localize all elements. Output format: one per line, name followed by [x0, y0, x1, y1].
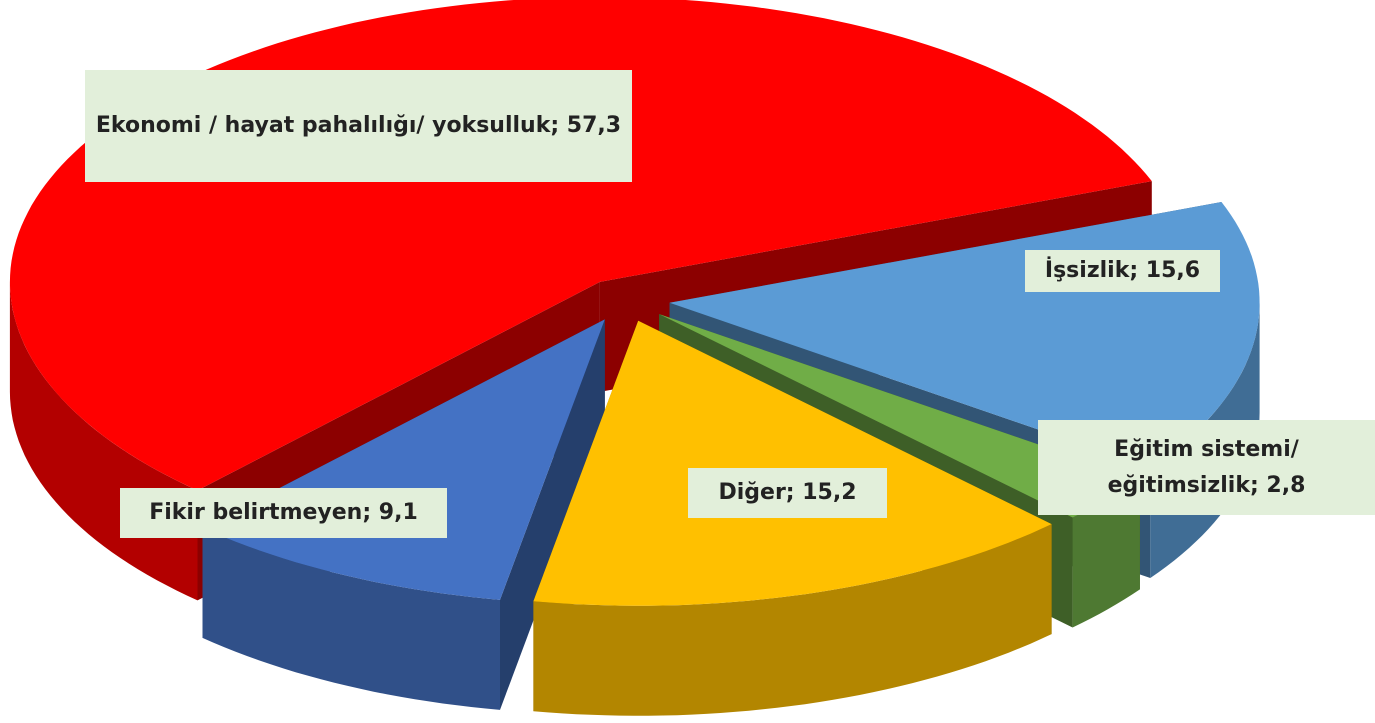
- slice: [659, 314, 1140, 518]
- data-label: Eğitim sistemi/ eğitimsizlik; 2,8: [1038, 420, 1375, 515]
- slice-side: [500, 319, 605, 710]
- slice-side: [533, 524, 1052, 716]
- data-label: Ekonomi / hayat pahalılığı/ yoksulluk; 5…: [85, 70, 632, 182]
- slice: [533, 320, 1052, 606]
- data-label: Diğer; 15,2: [688, 468, 887, 518]
- data-label: İşsizlik; 15,6: [1025, 250, 1220, 292]
- data-label: Fikir belirtmeyen; 9,1: [120, 488, 447, 538]
- slice-side: [1072, 479, 1140, 628]
- slice-side: [202, 527, 500, 710]
